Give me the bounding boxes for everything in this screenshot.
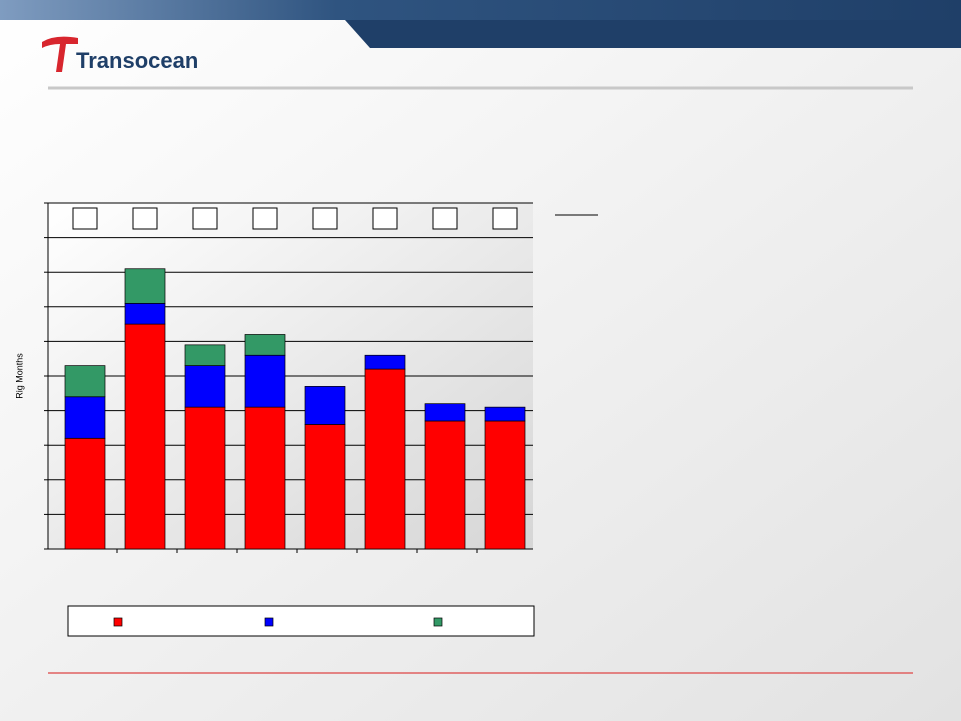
bar-segment <box>184 406 226 550</box>
bar-segment <box>64 396 106 439</box>
header-box <box>192 207 218 230</box>
header-box <box>252 207 278 230</box>
bar-segment <box>124 302 166 325</box>
header-box <box>132 207 158 230</box>
bar-segment <box>184 365 226 408</box>
header-box <box>312 207 338 230</box>
header-box <box>492 207 518 230</box>
header-band <box>0 0 961 20</box>
bar-segment <box>244 406 286 550</box>
legend-box <box>67 605 535 637</box>
bar-segment <box>484 420 526 550</box>
logo-mark <box>42 36 78 72</box>
bar-segment <box>424 403 466 422</box>
bar-segment <box>484 406 526 422</box>
bar-segment <box>364 368 406 550</box>
plot <box>44 202 533 553</box>
legend-swatch <box>433 617 443 627</box>
header-box <box>372 207 398 230</box>
legend-swatch <box>264 617 274 627</box>
legend-swatch <box>113 617 123 627</box>
bar-segment <box>424 420 466 550</box>
header-box <box>432 207 458 230</box>
y-axis-label: Rig Months <box>14 353 24 399</box>
bar-segment <box>304 386 346 425</box>
logo-text: Transocean <box>76 48 198 73</box>
bar-segment <box>184 344 226 366</box>
bar-segment <box>304 424 346 550</box>
header-tab <box>345 20 961 48</box>
bar-segment <box>244 334 286 356</box>
bar-segment <box>64 365 106 398</box>
bar-segment <box>124 323 166 550</box>
bar-segment <box>244 354 286 408</box>
header-box <box>72 207 98 230</box>
bar-segment <box>64 437 106 550</box>
bar-segment <box>124 268 166 304</box>
bar-segment <box>364 354 406 370</box>
